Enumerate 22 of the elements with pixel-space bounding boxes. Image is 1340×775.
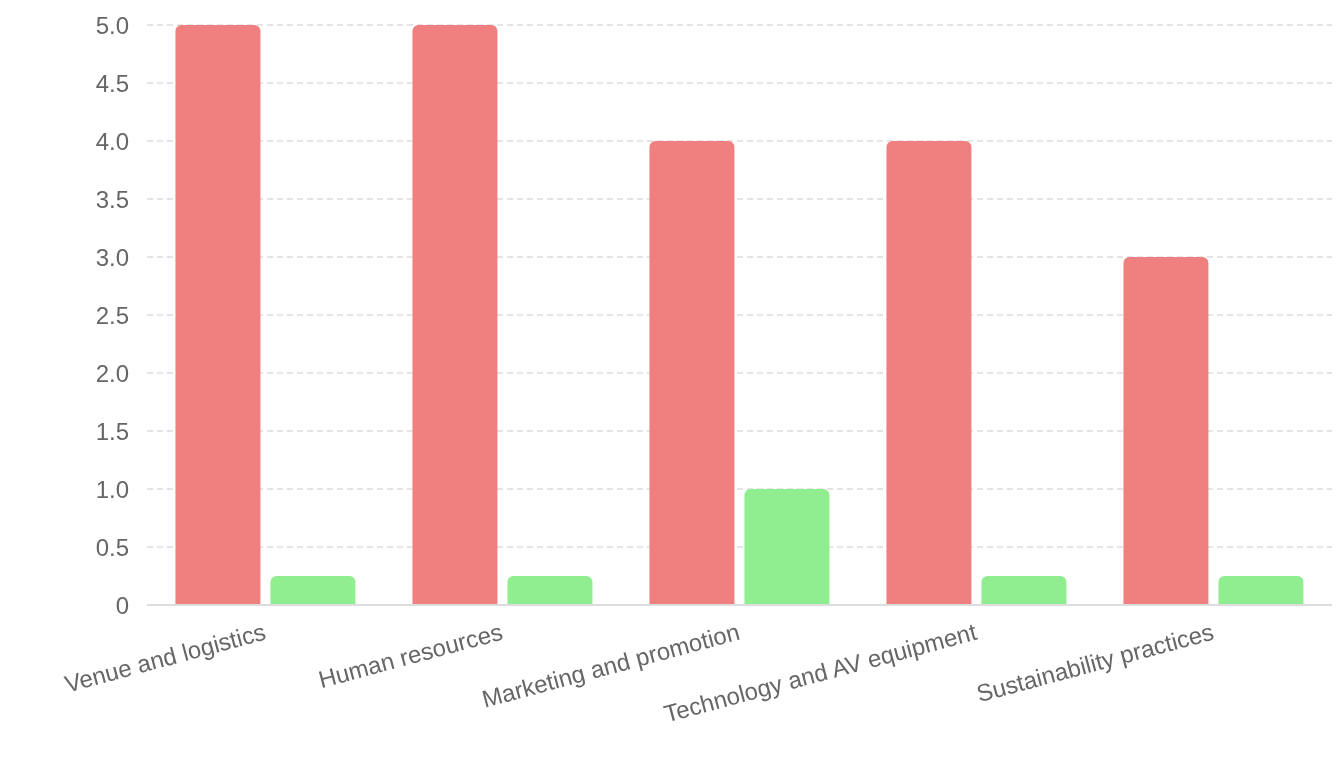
bar	[1218, 576, 1304, 605]
bar	[270, 576, 356, 605]
y-tick-label: 2.5	[95, 301, 129, 329]
bar	[175, 25, 261, 605]
bar	[412, 25, 498, 605]
y-tick-label: 2.0	[95, 359, 129, 387]
bar	[886, 141, 972, 605]
y-tick-label: 1.5	[95, 417, 129, 445]
x-tick-label: Venue and logistics	[61, 617, 269, 698]
y-tick-label: 5.0	[95, 11, 129, 39]
y-tick-label: 3.5	[95, 185, 129, 213]
bar	[507, 576, 593, 605]
y-tick-label: 4.5	[95, 69, 129, 97]
bar	[1123, 257, 1209, 605]
bar	[981, 576, 1067, 605]
bar	[649, 141, 735, 605]
y-tick-label: 3.0	[95, 243, 129, 271]
y-tick-label: 0.5	[95, 533, 129, 561]
y-tick-label: 0	[115, 591, 129, 619]
bar	[744, 489, 830, 605]
y-tick-label: 4.0	[95, 127, 129, 155]
y-tick-label: 1.0	[95, 475, 129, 503]
